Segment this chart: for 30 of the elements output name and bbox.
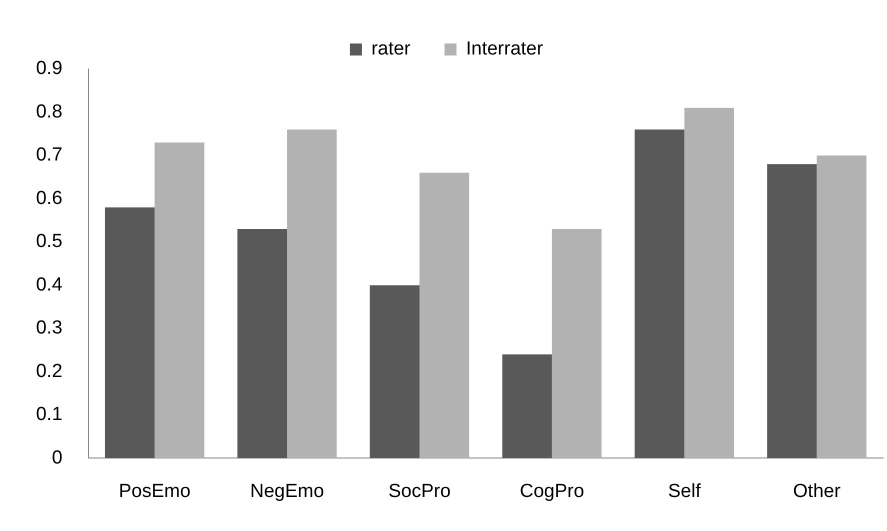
x-tick-label: PosEmo — [118, 480, 191, 502]
y-tick-label: 0.8 — [36, 101, 62, 122]
bar — [634, 130, 684, 458]
legend-label: rater — [371, 38, 412, 60]
y-tick-label: 0 — [52, 447, 62, 468]
x-tick-label: CogPro — [520, 480, 584, 502]
x-tick-label: Other — [793, 480, 842, 502]
bar — [684, 108, 734, 458]
x-tick-label: SocPro — [388, 480, 451, 502]
bar — [816, 155, 866, 458]
bar — [154, 142, 204, 458]
y-tick-label: 0.7 — [36, 144, 62, 166]
bar — [370, 285, 420, 458]
y-tick-label: 0.9 — [36, 58, 62, 80]
bar — [237, 229, 288, 458]
x-tick-label: Self — [668, 480, 702, 502]
x-tick-label: NegEmo — [250, 480, 324, 502]
y-tick-label: 0.6 — [36, 188, 62, 209]
y-tick-label: 0.2 — [36, 360, 62, 382]
legend-label: Interrater — [466, 38, 544, 60]
y-tick-label: 0.4 — [36, 274, 63, 296]
y-tick-label: 0.3 — [36, 318, 62, 339]
y-tick-label: 0.5 — [36, 231, 62, 252]
bar — [552, 229, 602, 458]
bar — [419, 172, 470, 458]
bar — [502, 354, 552, 458]
bar — [287, 130, 337, 458]
bar — [104, 207, 155, 458]
y-tick-label: 0.1 — [36, 404, 62, 426]
bar — [767, 164, 817, 458]
